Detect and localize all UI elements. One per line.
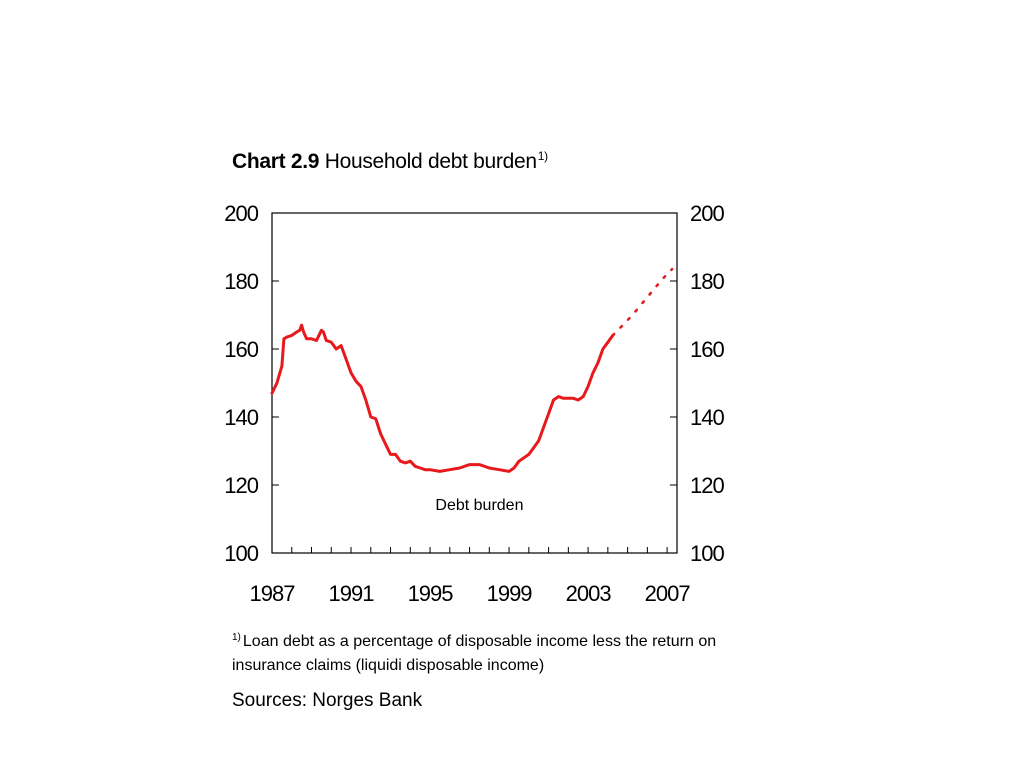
series-annotation: Debt burden: [435, 497, 523, 514]
x-tick-label: 2007: [645, 581, 691, 606]
x-tick-label: 2003: [566, 581, 612, 606]
chart-title: Chart 2.9 Household debt burden1): [232, 149, 548, 174]
y-tick-label-right: 180: [690, 269, 724, 294]
footnote-text: Loan debt as a percentage of disposable …: [232, 633, 717, 674]
footnote-marker: 1): [232, 632, 241, 643]
x-tick-label: 1999: [487, 581, 533, 606]
x-tick-label: 1995: [408, 581, 454, 606]
plot-frame: [271, 212, 678, 554]
y-tick-label-right: 140: [690, 405, 724, 430]
y-tick-label-left: 180: [224, 269, 258, 294]
footnote: 1) Loan debt as a percentage of disposabl…: [232, 626, 732, 678]
y-tick-label-left: 140: [224, 405, 258, 430]
chart-number: Chart 2.9: [232, 150, 320, 173]
y-tick-label-right: 160: [690, 337, 724, 362]
chart-title-text: Household debt burden: [324, 150, 537, 173]
y-tick-label-right: 120: [690, 473, 724, 498]
y-tick-label-left: 100: [224, 541, 258, 566]
debt-burden-line: [270, 323, 615, 473]
sources-note: Sources: Norges Bank: [232, 690, 423, 711]
title-footnote-marker: 1): [537, 149, 548, 163]
y-tick-label-left: 120: [224, 473, 258, 498]
y-tick-label-right: 200: [690, 201, 724, 226]
y-tick-label-left: 200: [224, 201, 258, 226]
y-tick-label-left: 160: [224, 337, 258, 362]
y-tick-label-right: 100: [690, 541, 724, 566]
x-tick-label: 1987: [250, 581, 296, 606]
x-tick-label: 1991: [329, 581, 375, 606]
debt-burden-projection-line: [611, 267, 674, 337]
